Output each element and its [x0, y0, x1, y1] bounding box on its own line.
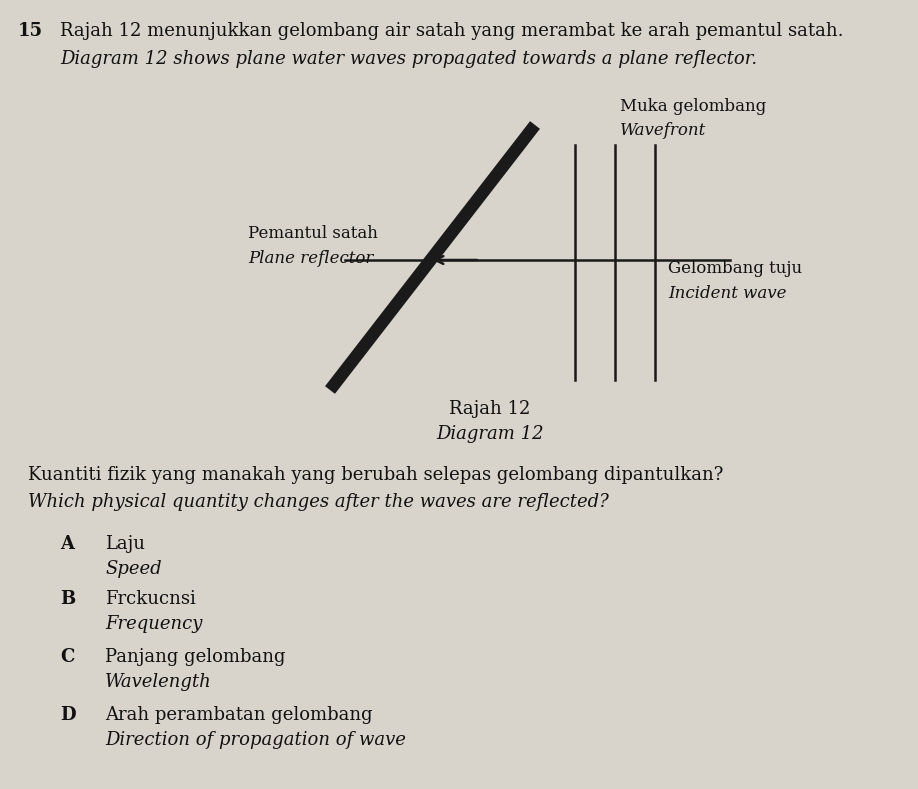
- Text: Muka gelombang: Muka gelombang: [620, 98, 767, 115]
- Text: Gelombang tuju: Gelombang tuju: [668, 260, 802, 277]
- Text: Rajah 12: Rajah 12: [449, 400, 531, 418]
- Text: Panjang gelombang: Panjang gelombang: [105, 648, 285, 666]
- Text: Which physical quantity changes after the waves are reflected?: Which physical quantity changes after th…: [28, 493, 609, 511]
- Text: B: B: [60, 590, 75, 608]
- Text: Incident wave: Incident wave: [668, 285, 787, 302]
- Text: Laju: Laju: [105, 535, 145, 553]
- Text: Diagram 12 shows plane water waves propagated towards a plane reflector.: Diagram 12 shows plane water waves propa…: [60, 50, 757, 68]
- Text: 15: 15: [18, 22, 43, 40]
- Text: Direction of propagation of wave: Direction of propagation of wave: [105, 731, 406, 749]
- Text: Arah perambatan gelombang: Arah perambatan gelombang: [105, 706, 373, 724]
- Text: Kuantiti fizik yang manakah yang berubah selepas gelombang dipantulkan?: Kuantiti fizik yang manakah yang berubah…: [28, 466, 723, 484]
- Text: Frckucnsi: Frckucnsi: [105, 590, 196, 608]
- Text: Plane reflector: Plane reflector: [248, 250, 374, 267]
- Text: Wavefront: Wavefront: [620, 122, 706, 139]
- Text: Diagram 12: Diagram 12: [436, 425, 543, 443]
- Text: Speed: Speed: [105, 560, 162, 578]
- Text: A: A: [60, 535, 74, 553]
- Text: D: D: [60, 706, 75, 724]
- Text: Pemantul satah: Pemantul satah: [248, 225, 378, 242]
- Text: Wavelength: Wavelength: [105, 673, 212, 691]
- Text: C: C: [60, 648, 74, 666]
- Text: Frequency: Frequency: [105, 615, 202, 633]
- Text: Rajah 12 menunjukkan gelombang air satah yang merambat ke arah pemantul satah.: Rajah 12 menunjukkan gelombang air satah…: [60, 22, 844, 40]
